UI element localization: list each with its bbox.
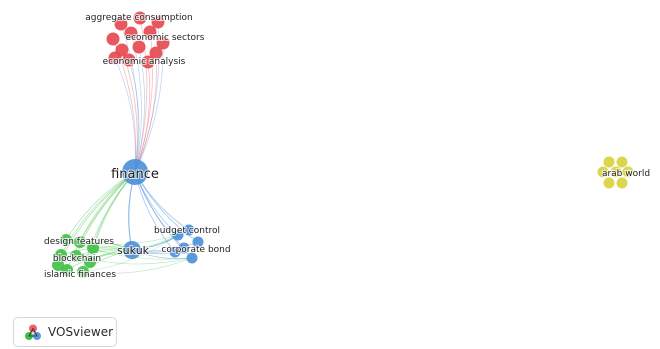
- edge-finance-red: [134, 42, 164, 173]
- green-cluster-node[interactable]: [77, 266, 89, 278]
- edge-finance-red: [120, 23, 139, 173]
- yellow-cluster-node[interactable]: [616, 177, 628, 189]
- blue-cluster-node[interactable]: [178, 242, 190, 254]
- yellow-cluster-node[interactable]: [616, 156, 628, 168]
- red-cluster-node[interactable]: [149, 46, 163, 60]
- label-budget-control[interactable]: budget control: [153, 225, 221, 237]
- label-sukuk[interactable]: sukuk: [116, 243, 151, 258]
- edge-finance-red: [121, 49, 138, 173]
- edge-green-blue: [82, 257, 193, 274]
- yellow-cluster-node[interactable]: [622, 166, 634, 178]
- yellow-cluster-node[interactable]: [603, 156, 615, 168]
- green-cluster-node[interactable]: [60, 234, 72, 246]
- edge-finance-red: [134, 52, 157, 173]
- yellow-cluster-node[interactable]: [603, 177, 615, 189]
- edge-finance-red: [134, 17, 148, 173]
- label-economic-sectors[interactable]: economic sectors: [125, 32, 206, 44]
- red-cluster-node[interactable]: [114, 17, 128, 31]
- label-corporate-bond[interactable]: corporate bond: [160, 244, 231, 256]
- vosviewer-brand-name: VOSviewer: [48, 325, 114, 339]
- red-cluster-node[interactable]: [124, 26, 138, 40]
- node-sukuk[interactable]: [123, 241, 141, 259]
- red-cluster-node[interactable]: [108, 51, 122, 65]
- label-islamic-finances[interactable]: islamic finances: [43, 269, 117, 281]
- red-cluster-node[interactable]: [151, 15, 165, 29]
- blue-cluster-node[interactable]: [183, 224, 195, 236]
- label-aggregate-consumption[interactable]: aggregate consumption: [84, 12, 193, 24]
- red-cluster-node[interactable]: [122, 53, 136, 67]
- edge-green-blue: [82, 234, 179, 273]
- green-cluster-node[interactable]: [70, 250, 82, 262]
- green-cluster-node[interactable]: [87, 242, 99, 254]
- red-cluster-node[interactable]: [156, 36, 170, 50]
- blue-cluster-node[interactable]: [186, 252, 198, 264]
- vosviewer-badge[interactable]: VOSviewer: [13, 317, 117, 347]
- blue-cluster-node[interactable]: [169, 246, 181, 258]
- red-cluster-node[interactable]: [141, 55, 155, 69]
- green-cluster-node[interactable]: [84, 256, 96, 268]
- green-cluster-node[interactable]: [55, 249, 67, 261]
- label-design-features[interactable]: design features: [43, 236, 115, 248]
- label-blockchain[interactable]: blockchain: [52, 253, 102, 265]
- yellow-cluster-node[interactable]: [610, 166, 622, 178]
- network-labels: aggregate consumption economic sectors e…: [43, 12, 651, 281]
- vosviewer-logo-icon: [25, 324, 41, 340]
- red-cluster-node[interactable]: [143, 25, 157, 39]
- network-nodes: [52, 11, 634, 278]
- edge-finance-red: [134, 46, 146, 173]
- label-finance[interactable]: finance: [110, 166, 160, 183]
- red-cluster-node[interactable]: [106, 32, 120, 46]
- green-cluster-node[interactable]: [61, 264, 73, 276]
- blue-cluster-node[interactable]: [172, 229, 184, 241]
- label-economic-analysis[interactable]: economic analysis: [102, 56, 187, 68]
- green-cluster-node[interactable]: [74, 236, 86, 248]
- label-arab-world[interactable]: arab world: [601, 168, 651, 180]
- red-cluster-node[interactable]: [133, 11, 147, 25]
- red-cluster-node[interactable]: [132, 40, 146, 54]
- yellow-cluster-node[interactable]: [597, 166, 609, 178]
- blue-cluster-node[interactable]: [192, 236, 204, 248]
- green-cluster-node[interactable]: [52, 259, 64, 271]
- node-finance[interactable]: [122, 159, 148, 185]
- edge-finance-red: [134, 31, 153, 173]
